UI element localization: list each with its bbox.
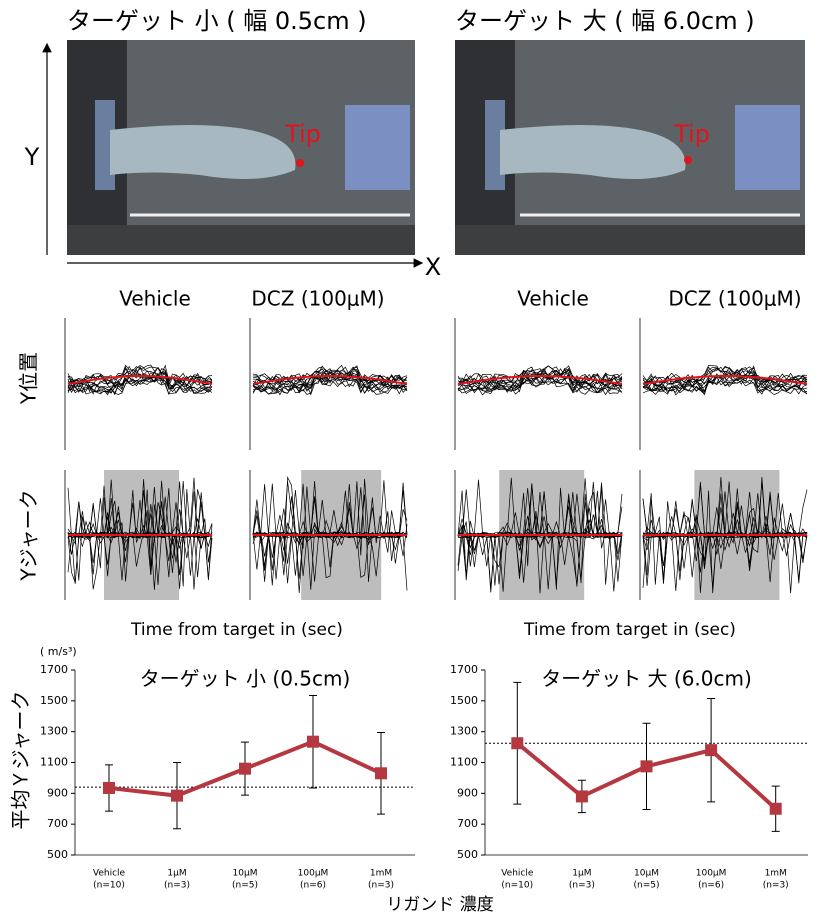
x-tick-label: 10μM [233, 869, 258, 879]
trace [642, 366, 808, 393]
x-tick-label: Vehicle [93, 869, 126, 879]
axis-y: Y [24, 143, 40, 171]
condition-label: DCZ (100μM) [668, 287, 801, 311]
trace [67, 364, 213, 393]
photo-large [455, 40, 805, 255]
x-tick-label: 100μM [298, 869, 329, 879]
y-tick-label: 1700 [450, 663, 478, 676]
row-label: Y位置 [17, 352, 41, 405]
tip-label: Tip [284, 120, 321, 148]
mean-trace [457, 375, 623, 385]
chart-title: ターゲット 大 (6.0cm) [541, 667, 752, 691]
chart-title: ターゲット 小 (0.5cm) [140, 667, 351, 691]
y-tick-label: 1100 [40, 756, 68, 769]
n-label: (n=10) [93, 881, 125, 891]
x-tick-label: 10μM [634, 869, 659, 879]
x-tick-label: 1μM [572, 869, 591, 879]
y-tick-label: 1500 [450, 694, 478, 707]
trace [67, 375, 213, 394]
time-label: Time from target in (sec) [523, 620, 736, 640]
y-tick-label: 1300 [40, 725, 68, 738]
point [239, 762, 251, 775]
y-tick-label: 1300 [450, 725, 478, 738]
x-tick-label: 1mM [765, 869, 787, 879]
trace [67, 502, 213, 590]
trace [252, 373, 408, 393]
trace [252, 370, 408, 396]
time-label: Time from target in (sec) [130, 620, 343, 640]
point [103, 781, 115, 794]
y-tick-label: 700 [457, 817, 478, 830]
trace [252, 483, 408, 579]
n-label: (n=5) [232, 881, 258, 891]
mean-label: 平均Ｙジャーク [9, 691, 33, 830]
y-tick-label: 900 [457, 786, 478, 799]
trace [67, 366, 213, 394]
trace-panels [64, 318, 808, 600]
trace [252, 373, 408, 394]
n-label: (n=3) [164, 881, 190, 891]
trace [457, 369, 623, 395]
photo-title: ターゲット 大 ( 幅 6.0cm ) [455, 7, 755, 35]
trace [252, 373, 408, 394]
n-label: (n=3) [368, 881, 394, 891]
point [705, 744, 718, 757]
trace [642, 374, 808, 393]
n-label: (n=6) [698, 881, 724, 891]
photo-small [67, 40, 415, 255]
axis-x: X [425, 253, 441, 281]
point [575, 790, 588, 803]
n-label: (n=3) [569, 881, 595, 891]
mean-trace [642, 375, 808, 385]
y-tick-label: 500 [47, 848, 68, 861]
n-label: (n=5) [634, 881, 660, 891]
mean-trace [67, 375, 213, 385]
point [640, 760, 653, 773]
n-label: (n=6) [300, 881, 326, 891]
y-tick-label: 500 [457, 848, 478, 861]
unit-label: ( m/s³) [40, 645, 77, 658]
point [511, 737, 524, 750]
y-tick-label: 1100 [450, 756, 478, 769]
trace [457, 370, 623, 396]
point [307, 735, 319, 748]
x-tick-label: 100μM [696, 869, 727, 879]
condition-label: DCZ (100μM) [251, 287, 384, 311]
n-label: (n=3) [763, 881, 789, 891]
y-tick-label: 1700 [40, 663, 68, 676]
y-tick-label: 900 [47, 786, 68, 799]
x-tick-label: 1mM [370, 869, 392, 879]
y-tick-label: 700 [47, 817, 68, 830]
ligand-label: リガンド 濃度 [386, 895, 493, 915]
tip-label: Tip [673, 120, 710, 148]
y-tick-label: 1500 [40, 694, 68, 707]
trace [458, 368, 623, 390]
x-tick-label: 1μM [167, 869, 186, 879]
condition-label: Vehicle [517, 287, 589, 311]
trace [253, 375, 408, 396]
mean-trace [252, 375, 408, 385]
point [769, 802, 782, 815]
trace [252, 497, 408, 580]
x-tick-label: Vehicle [501, 869, 534, 879]
trace [67, 502, 213, 576]
trace [457, 376, 623, 392]
row-label: Yジャーク [17, 489, 41, 581]
point [171, 789, 183, 802]
photo-title: ターゲット 小 ( 幅 0.5cm ) [67, 7, 367, 35]
trace [457, 519, 623, 592]
trace [67, 375, 213, 390]
condition-label: Vehicle [119, 287, 191, 311]
n-label: (n=10) [501, 881, 533, 891]
point [375, 767, 387, 780]
trace [67, 477, 213, 586]
